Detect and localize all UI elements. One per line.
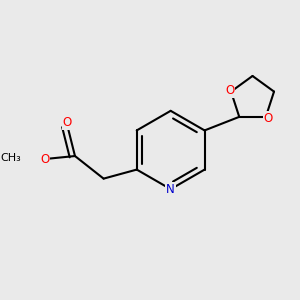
Text: O: O — [40, 152, 50, 166]
Text: O: O — [264, 112, 273, 125]
Text: N: N — [166, 183, 175, 196]
Text: O: O — [225, 84, 234, 97]
Text: CH₃: CH₃ — [0, 152, 21, 163]
Text: O: O — [63, 116, 72, 129]
